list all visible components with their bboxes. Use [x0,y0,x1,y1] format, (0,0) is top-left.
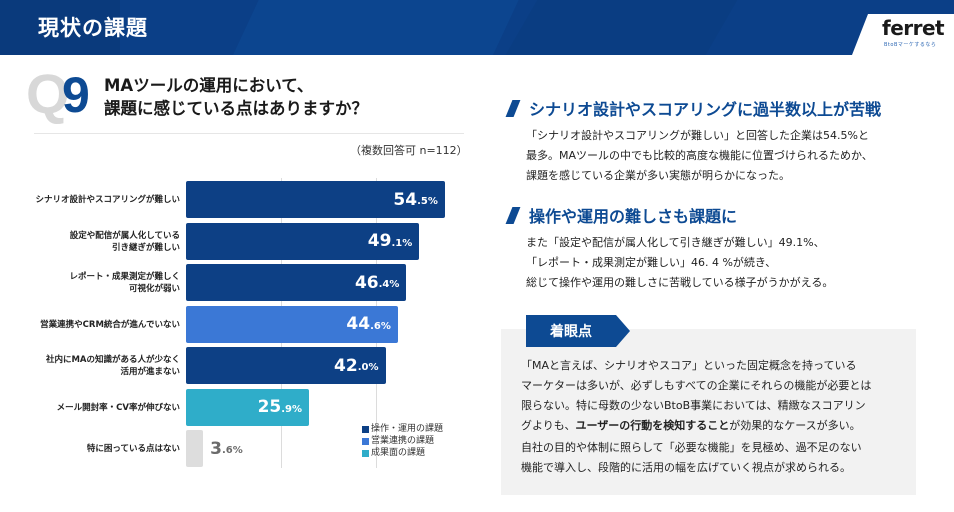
insight-line: 自社の目的や体制に照らして「必要な機能」を見極め、過不足のない [521,441,862,454]
bar-label: シナリオ設計やスコアリングが難しい [0,181,180,219]
bar [186,222,420,260]
section-body: 「シナリオ設計やスコアリングが難しい」と回答した企業は54.5%と 最多。MAツ… [526,126,881,186]
bar-row: 営業連携やCRM統合が進んでいない 44.6% [0,305,480,344]
chart-legend: 操作・運用の課題 営業連携の課題 成果面の課題 [362,423,443,459]
header-banner: 現状の課題 ferret BtoBマーケするなら [0,0,954,55]
legend-swatch [362,437,369,445]
header-decoration [212,0,528,55]
legend-label: 操作・運用の課題 [371,424,444,434]
bar-label-line: 特に困っている点はない [86,444,180,454]
slash-icon [505,99,521,117]
question-line: 課題に感じている点はありますか？ [104,99,368,118]
sample-note: （複数回答可 n=112） [350,144,468,157]
logo-background [868,14,954,55]
insight-paragraph: 「MAと言えば、シナリオやスコア」といった固定概念を持っている マーケターは多い… [521,356,911,436]
bar-label-line: レポート・成果測定が難しく [69,272,180,282]
bar-value-label: 46.4% [354,272,400,293]
logo-tagline: BtoBマーケするなら [884,42,937,48]
bar-value-label: 49.1% [367,231,413,251]
question-number: 9 [62,67,90,123]
section-line: 総じて操作や運用の難しさに苦戦している様子がうかがえる。 [526,276,834,289]
finding-section-1: シナリオ設計やスコアリングに過半数以上が苦戦 「シナリオ設計やスコアリングが難し… [505,96,881,186]
question-line: MAツールの運用において、 [104,76,314,95]
bar [186,430,204,467]
bar-label: レポート・成果測定が難しく可視化が弱い [0,264,180,302]
section-line: 「レポート・成果測定が難しい」46. 4 %が続き、 [526,256,777,269]
bar-row: 社内にMAの知識がある人が少なく活用が進まない 42.0% [0,347,480,385]
section-heading: 操作や運用の難しさも課題に [505,203,833,227]
bar-label: 社内にMAの知識がある人が少なく活用が進まない [0,347,180,385]
insight-label: 着眼点 [550,324,592,340]
bar [186,181,445,218]
bar-label: メール開封率・CV率が伸びない [0,389,180,427]
bar-chart: シナリオ設計やスコアリングが難しい 54.5% 設定や配信が属人化している 引き継ぎが… [0,170,480,470]
bar-row: 設定や配信が属人化している 引き継ぎが難しい 49.1% [0,222,480,261]
insight-line: 限らない。特に母数の少ないBtoB事業においては、精緻なスコアリン [521,399,866,412]
divider [34,133,464,134]
legend-swatch [362,449,369,457]
section-line: また「設定や配信が属人化して引き継ぎが難しい」49.1%、 [526,236,825,249]
section-line: 課題を感じている企業が多い実態が明らかになった。 [526,169,790,182]
question-letter: Q [26,62,70,125]
legend-swatch [362,425,369,433]
insight-line: 機能で導入し、段階的に活用の幅を広げていく視点が求められる。 [521,461,851,474]
bar-value-label: 3.6% [210,438,243,459]
bar-row: レポート・成果測定が難しく可視化が弱い 46.4% [0,264,480,302]
section-title: シナリオ設計やスコアリングに過半数以上が苦戦 [529,100,882,119]
ferret-logo: ferret [882,16,945,40]
bar-label: 営業連携やCRM統合が進んでいない [0,306,180,344]
bar [186,305,398,343]
insight-line: 「MAと言えば、シナリオやスコア」といった固定概念を持っている [521,359,857,372]
insight-text: が効果的なケースが多い。 [729,419,861,432]
insight-text: グよりも、 [521,419,576,432]
insight-paragraph: 自社の目的や体制に照らして「必要な機能」を見極め、過不足のない 機能で導入し、段… [521,438,911,478]
finding-section-2: 操作や運用の難しさも課題に また「設定や配信が属人化して引き継ぎが難しい」49.… [505,203,833,293]
bar-value-label: 42.0% [334,355,379,376]
slash-icon [505,206,521,224]
insight-emphasis: ユーザーの行動を検知すること [575,419,730,432]
legend-item: 成果面の課題 [362,447,443,459]
bar [186,388,310,426]
insight-tab-arrow [616,315,630,347]
section-line: 「シナリオ設計やスコアリングが難しい」と回答した企業は54.5%と [526,129,869,142]
bar-label-line: 可視化が弱い [128,284,180,294]
bar [186,264,407,301]
bar-label: 特に困っている点はない [0,430,180,468]
section-line: 最多。MAツールの中でも比較的高度な機能に位置づけられるためか、 [526,149,873,162]
section-heading: シナリオ設計やスコアリングに過半数以上が苦戦 [505,96,881,120]
question-text: MAツールの運用において、 課題に感じている点はありますか？ [104,74,368,120]
legend-label: 成果面の課題 [371,448,426,458]
bar-label-line: 営業連携やCRM統合が進んでいない [40,319,180,330]
bar-row: シナリオ設計やスコアリングが難しい 54.5% [0,181,480,219]
bar-label-line: シナリオ設計やスコアリングが難しい [35,195,180,205]
header-decoration [496,0,744,55]
insight-line: マーケターは多いが、必ずしもすべての企業にそれらの機能が必要とは [521,379,872,392]
section-title: 操作や運用の難しさも課題に [529,207,738,226]
bar [186,347,386,384]
insight-tab [526,315,616,347]
bar-value-label: 54.5% [393,189,438,210]
bar-row: 特に困っている点はない 3.6% [0,430,480,468]
bar-row: メール開封率・CV率が伸びない 25.9% [0,388,480,427]
legend-item: 操作・運用の課題 [362,423,443,435]
logo-background [852,14,868,55]
legend-item: 営業連携の課題 [362,435,443,447]
bar-value-label: 25.9% [257,397,303,417]
section-body: また「設定や配信が属人化して引き継ぎが難しい」49.1%、 「レポート・成果測定… [526,233,833,293]
bar-label-line: 活用が進まない [120,367,180,377]
legend-label: 営業連携の課題 [371,436,435,446]
header-decoration [0,0,120,55]
page-title: 現状の課題 [38,16,148,40]
bar-value-label: 44.6% [346,314,391,334]
bar-label-line: メール開封率・CV率が伸びない [56,402,180,413]
bar-label-line: 設定や配信が属人化している [69,230,180,241]
bar-label-line: 社内にMAの知識がある人が少なく [45,355,180,365]
bar-label-line: 引き継ぎが難しい [111,242,180,253]
insight-body: 「MAと言えば、シナリオやスコア」といった固定概念を持っている マーケターは多い… [521,356,911,478]
insight-box [501,329,916,495]
bar-label: 設定や配信が属人化している 引き継ぎが難しい [0,223,180,261]
